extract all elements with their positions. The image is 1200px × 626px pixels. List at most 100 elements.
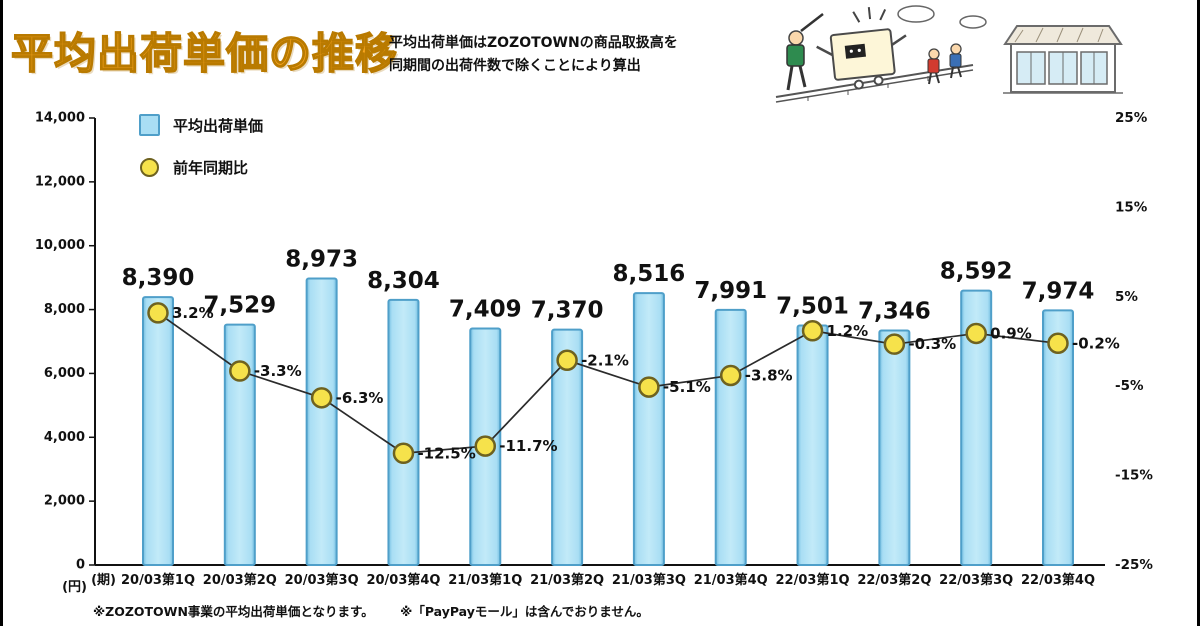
yoy-label: -0.2% bbox=[1072, 334, 1120, 352]
yoy-dot bbox=[147, 302, 169, 324]
chart-definition-note: 平均出荷単価はZOZOTOWNの商品取扱高を 同期間の出荷件数で除くことにより算… bbox=[389, 32, 678, 78]
yoy-label: 3.2% bbox=[172, 304, 214, 322]
bar bbox=[632, 292, 665, 566]
left-tick-label: 2,000 bbox=[44, 494, 85, 509]
bar bbox=[714, 308, 747, 567]
worker-icon bbox=[787, 14, 823, 90]
bar bbox=[551, 328, 584, 566]
yoy-label: -12.5% bbox=[417, 444, 475, 462]
left-tick-label: 6,000 bbox=[44, 366, 85, 381]
category-label: 21/03第3Q bbox=[612, 572, 686, 588]
category-label: 20/03第4Q bbox=[366, 572, 440, 588]
category-label: 22/03第3Q bbox=[939, 572, 1013, 588]
yoy-dot bbox=[638, 376, 660, 398]
footnotes: ※ZOZOTOWN事業の平均出荷単価となります。 ※「PayPayモール」は含ん… bbox=[93, 601, 649, 620]
yoy-dot bbox=[801, 320, 824, 342]
delivery-illustration bbox=[768, 2, 998, 107]
bar-swatch-icon bbox=[139, 114, 160, 136]
bar-value-label: 7,991 bbox=[694, 278, 767, 304]
legend-item-line: 前年同期比 bbox=[139, 154, 263, 180]
store-body-icon bbox=[1003, 44, 1123, 93]
left-tick-label: 12,000 bbox=[35, 174, 85, 189]
yoy-line bbox=[157, 312, 1059, 455]
yoy-label: -0.3% bbox=[908, 335, 956, 353]
left-tick-label: 8,000 bbox=[44, 302, 85, 317]
yoy-dot bbox=[310, 387, 333, 409]
bar bbox=[960, 289, 993, 566]
right-tick-label: 25% bbox=[1115, 110, 1148, 126]
category-label: 20/03第1Q bbox=[121, 572, 195, 588]
category-label: 22/03第4Q bbox=[1021, 572, 1095, 588]
yoy-label: -5.1% bbox=[663, 378, 711, 396]
box-character-icon bbox=[813, 4, 911, 93]
bar bbox=[387, 298, 420, 566]
yoy-dot bbox=[1047, 332, 1069, 355]
bar-value-label: 8,516 bbox=[613, 261, 686, 287]
left-tick-label: 10,000 bbox=[35, 238, 85, 253]
bar-value-label: 7,370 bbox=[531, 298, 604, 324]
footnote-1: ※ZOZOTOWN事業の平均出荷単価となります。 bbox=[93, 604, 374, 619]
yoy-dot bbox=[556, 349, 578, 372]
category-label: 20/03第3Q bbox=[285, 572, 359, 588]
legend-label: 平均出荷単価 bbox=[173, 116, 264, 135]
bar-value-label: 7,529 bbox=[203, 293, 276, 319]
bar-value-label: 7,501 bbox=[776, 294, 849, 320]
right-tick-label: -15% bbox=[1115, 468, 1153, 484]
left-axis-unit: (円) bbox=[62, 580, 87, 595]
circle-swatch-icon bbox=[140, 157, 159, 177]
helper-figures-icon bbox=[928, 44, 961, 84]
bar-value-label: 8,390 bbox=[122, 265, 195, 291]
right-tick-label: -25% bbox=[1115, 557, 1153, 573]
price-trend-chart: 0 2,000 4,000 6,000 8,000 10,000 12,000 14,000 (… bbox=[35, 110, 1154, 595]
yoy-label: -3.8% bbox=[745, 366, 793, 384]
yoy-label: -6.3% bbox=[336, 389, 384, 407]
right-tick-label: 15% bbox=[1115, 199, 1148, 215]
bar-value-label: 7,409 bbox=[449, 296, 522, 322]
bar bbox=[878, 329, 911, 567]
bar-value-label: 7,974 bbox=[1022, 278, 1095, 304]
store-roof-icon bbox=[1005, 26, 1121, 44]
category-label: 21/03第2Q bbox=[530, 572, 604, 588]
cloud-icon bbox=[898, 6, 986, 28]
bar bbox=[223, 323, 256, 566]
page-title: 平均出荷単価の推移 bbox=[10, 28, 399, 79]
legend-label: 前年同期比 bbox=[173, 158, 249, 177]
left-tick-label: 4,000 bbox=[44, 430, 85, 445]
yoy-dot bbox=[719, 364, 742, 387]
bar bbox=[142, 296, 174, 566]
category-label: 21/03第1Q bbox=[448, 572, 522, 588]
store-illustration bbox=[1003, 22, 1123, 97]
category-label: 22/03第1Q bbox=[776, 572, 850, 588]
bar-value-label: 7,346 bbox=[858, 298, 931, 324]
bar bbox=[1042, 309, 1074, 567]
bar bbox=[305, 277, 338, 566]
note-line-2: 同期間の出荷件数で除くことにより算出 bbox=[389, 58, 641, 75]
bar-value-label: 8,592 bbox=[940, 259, 1013, 285]
note-line-1: 平均出荷単価はZOZOTOWNの商品取扱高を bbox=[389, 35, 678, 51]
bar bbox=[796, 324, 829, 566]
left-tick-label: 0 bbox=[76, 558, 85, 573]
legend-item-bar: 平均出荷単価 bbox=[139, 112, 263, 138]
yoy-label: -3.3% bbox=[254, 362, 302, 380]
right-tick-label: 5% bbox=[1115, 289, 1138, 305]
yoy-label: -11.7% bbox=[499, 437, 557, 455]
yoy-dot bbox=[883, 333, 906, 355]
bar-value-label: 8,304 bbox=[367, 268, 440, 294]
yoy-label: -2.1% bbox=[581, 351, 629, 369]
yoy-label: 0.9% bbox=[990, 324, 1032, 342]
right-tick-label: -5% bbox=[1115, 378, 1144, 394]
yoy-dot bbox=[392, 442, 415, 464]
category-label: 20/03第2Q bbox=[203, 572, 277, 588]
yoy-label: 1.2% bbox=[827, 322, 869, 340]
yoy-dot bbox=[229, 360, 251, 382]
bar-value-label: 8,973 bbox=[285, 247, 358, 273]
category-label: 21/03第4Q bbox=[694, 572, 768, 588]
yoy-dot bbox=[965, 322, 987, 345]
yoy-dot bbox=[474, 435, 497, 457]
legend: 平均出荷単価 前年同期比 bbox=[139, 112, 263, 196]
left-tick-label: 14,000 bbox=[35, 111, 85, 126]
category-label: 22/03第2Q bbox=[857, 572, 931, 588]
footnote-2: ※「PayPayモール」は含んでおりません。 bbox=[400, 604, 649, 619]
x-axis-unit: (期) bbox=[91, 573, 116, 588]
